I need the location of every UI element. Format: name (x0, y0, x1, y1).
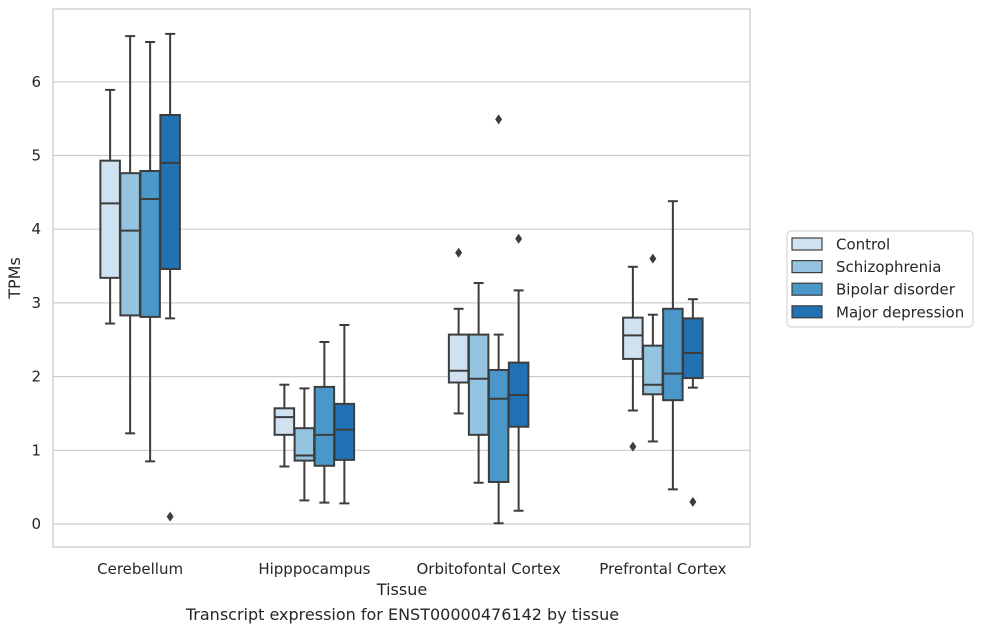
iqr-box (622, 316, 644, 360)
legend-frame (786, 230, 974, 328)
x-tick-label: Prefrontal Cortex (599, 560, 726, 578)
outlier-point (689, 496, 697, 507)
box-major-depression (333, 324, 356, 505)
box-schizophrenia (119, 35, 141, 435)
x-tick-labels: Cerebellum Hipppocampus Orbitofontal Corte… (97, 560, 726, 578)
legend-swatch (791, 260, 823, 274)
y-tick-label: 5 (31, 147, 41, 165)
legend-label: Control (836, 236, 890, 254)
iqr-box (333, 402, 356, 461)
box-schizophrenia (293, 387, 316, 502)
iqr-box (662, 307, 684, 402)
x-axis-label: Tissue (376, 580, 427, 599)
outlier-point (649, 253, 657, 264)
iqr-box (139, 169, 161, 318)
box-control (273, 383, 296, 468)
box-groups (99, 32, 704, 525)
outlier-point (455, 247, 463, 258)
box-major-depression (159, 32, 181, 522)
y-tick-label: 2 (31, 368, 41, 386)
iqr-box (273, 407, 296, 436)
iqr-box (682, 317, 704, 380)
y-tick-label: 3 (31, 294, 41, 312)
iqr-box (313, 385, 336, 467)
box-control (622, 265, 644, 452)
iqr-box (119, 172, 141, 317)
box-bipolar-disorder (487, 114, 510, 525)
y-tick-label: 1 (31, 441, 41, 459)
y-axis-label: TPMs (5, 257, 24, 300)
legend-label: Bipolar disorder (836, 281, 956, 299)
box-major-depression (507, 233, 530, 512)
outlier-point (166, 511, 174, 522)
legend-label: Major depression (836, 303, 964, 321)
x-tick-label: Cerebellum (97, 560, 183, 578)
legend-label: Schizophrenia (836, 258, 941, 276)
y-tick-label: 0 (31, 515, 41, 533)
outlier-point (495, 114, 503, 125)
iqr-box (159, 113, 181, 270)
iqr-box (487, 368, 510, 483)
figure-caption: Transcript expression for ENST0000047614… (185, 605, 620, 624)
iqr-box (642, 344, 664, 396)
iqr-box (467, 333, 490, 436)
legend-swatch (791, 282, 823, 296)
iqr-box (447, 333, 470, 384)
x-tick-label: Orbitofontal Cortex (417, 560, 561, 578)
x-tick-label: Hipppocampus (258, 560, 370, 578)
y-tick-label: 6 (31, 73, 41, 91)
legend-swatch (791, 305, 823, 319)
y-tick-label: 4 (31, 220, 41, 238)
legend-swatch (791, 237, 823, 251)
outlier-point (629, 441, 637, 452)
outlier-point (515, 233, 523, 244)
y-tick-labels: 0 1 2 3 4 5 6 (31, 73, 41, 533)
iqr-box (99, 159, 121, 279)
legend: Control Schizophrenia Bipolar disorder Majo… (786, 230, 974, 328)
box-bipolar-disorder (139, 41, 161, 463)
box-major-depression (682, 298, 704, 507)
